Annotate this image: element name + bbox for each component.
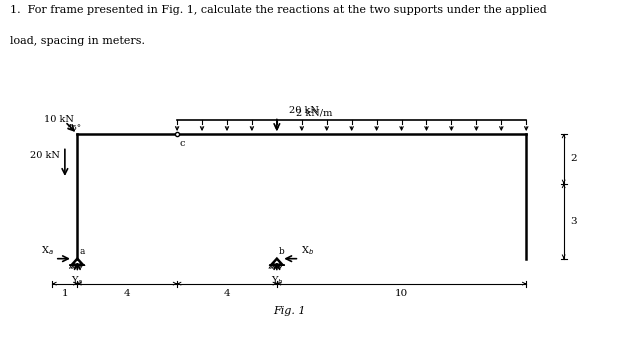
- Text: 4: 4: [224, 289, 230, 298]
- Text: b: b: [279, 247, 285, 256]
- Text: 10: 10: [395, 289, 408, 298]
- Text: 10 kN: 10 kN: [44, 115, 74, 124]
- Text: Y$_a$: Y$_a$: [71, 274, 83, 287]
- Text: X$_b$: X$_b$: [301, 245, 313, 258]
- Text: c: c: [179, 139, 185, 148]
- Text: 4: 4: [124, 289, 131, 298]
- Text: 1.  For frame presented in Fig. 1, calculate the reactions at the two supports u: 1. For frame presented in Fig. 1, calcul…: [10, 5, 546, 15]
- Text: a: a: [79, 247, 85, 256]
- Text: Y$_b$: Y$_b$: [271, 274, 283, 287]
- Text: load, spacing in meters.: load, spacing in meters.: [10, 36, 145, 46]
- Text: 20 kN: 20 kN: [289, 106, 319, 115]
- Text: 2: 2: [570, 155, 576, 163]
- Text: 45°: 45°: [67, 124, 82, 132]
- Text: 2 kN/m: 2 kN/m: [296, 108, 333, 117]
- Text: 20 kN: 20 kN: [30, 151, 60, 160]
- Text: 1: 1: [62, 289, 68, 298]
- Text: X$_a$: X$_a$: [41, 245, 54, 258]
- Text: Fig. 1: Fig. 1: [273, 306, 306, 316]
- Text: 3: 3: [570, 217, 576, 226]
